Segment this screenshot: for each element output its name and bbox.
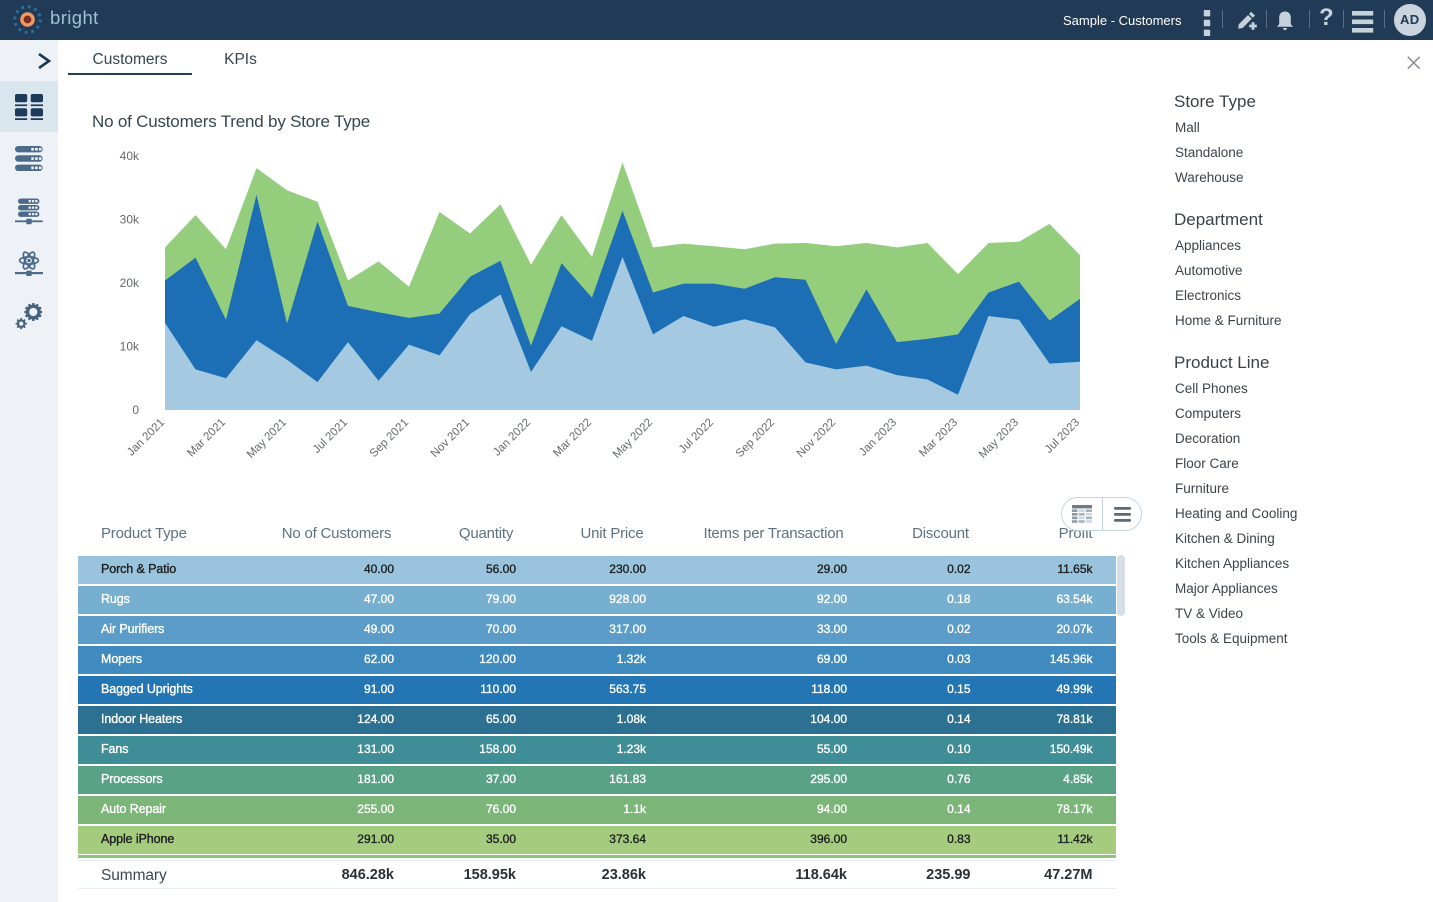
svg-text:Nov 2021: Nov 2021 (429, 417, 472, 460)
svg-text:May 2021: May 2021 (245, 417, 289, 461)
svg-text:Sep 2022: Sep 2022 (734, 417, 777, 460)
svg-text:May 2023: May 2023 (977, 417, 1021, 461)
svg-text:Nov 2022: Nov 2022 (795, 417, 838, 460)
svg-text:Jul 2023: Jul 2023 (1043, 417, 1082, 456)
svg-text:Mar 2023: Mar 2023 (917, 417, 960, 460)
svg-text:0: 0 (132, 403, 139, 417)
svg-text:Sep 2021: Sep 2021 (368, 417, 411, 460)
svg-text:Mar 2022: Mar 2022 (551, 417, 594, 460)
svg-text:10k: 10k (120, 340, 140, 354)
svg-text:30k: 30k (120, 213, 140, 227)
svg-text:Jul 2022: Jul 2022 (677, 417, 716, 456)
svg-text:Jan 2023: Jan 2023 (857, 417, 899, 459)
svg-text:Jan 2022: Jan 2022 (491, 417, 533, 459)
svg-text:Jul 2021: Jul 2021 (311, 417, 350, 456)
svg-text:20k: 20k (120, 276, 140, 290)
svg-text:Mar 2021: Mar 2021 (185, 417, 228, 460)
svg-text:May 2022: May 2022 (611, 417, 655, 461)
svg-text:Jan 2021: Jan 2021 (125, 417, 167, 459)
svg-text:40k: 40k (120, 149, 140, 163)
